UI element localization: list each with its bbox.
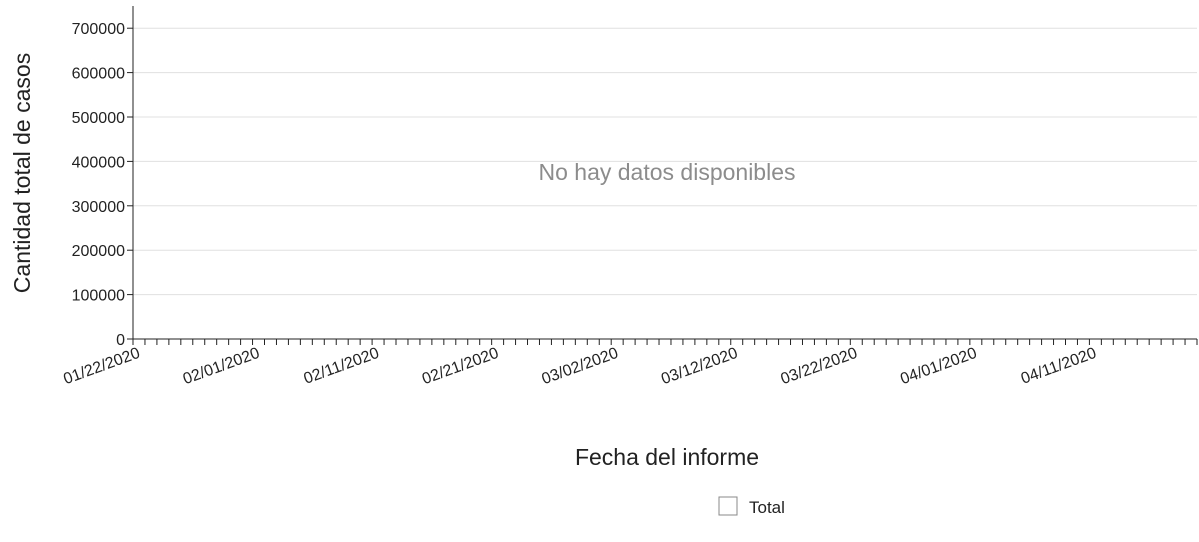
x-tick-label: 03/22/2020 [779,345,860,388]
x-tick-label: 03/12/2020 [659,345,740,388]
y-tick-label: 400000 [72,154,125,171]
x-tick-label: 04/11/2020 [1019,345,1099,388]
x-tick-label: 03/02/2020 [540,345,621,388]
y-tick-label: 700000 [72,21,125,38]
legend-checkbox[interactable] [718,496,738,516]
legend-label: Total [749,498,785,517]
no-data-message: No hay datos disponibles [539,159,796,185]
x-tick-label: 02/11/2020 [302,345,382,388]
y-tick-label: 0 [116,332,125,349]
y-axis-title: Cantidad total de casos [9,53,35,293]
y-axis: 0 100000 200000 300000 400000 500000 600000 700… [72,6,134,349]
y-tick-label: 600000 [72,66,125,83]
x-tick-label: 02/01/2020 [181,345,262,388]
x-tick-label: 04/01/2020 [898,345,979,388]
x-axis: 01/22/2020 02/01/2020 02/11/2020 02/21/2020… [61,338,1198,388]
legend[interactable]: Total [718,496,785,517]
y-tick-label: 300000 [72,199,125,216]
x-tick-label: 01/22/2020 [61,345,142,388]
y-tick-label: 200000 [72,243,125,260]
y-tick-label: 100000 [72,288,125,305]
x-tick-label: 02/21/2020 [420,345,501,388]
y-tick-label: 500000 [72,110,125,127]
x-axis-title: Fecha del informe [575,444,759,470]
grid-layer [133,27,1197,296]
